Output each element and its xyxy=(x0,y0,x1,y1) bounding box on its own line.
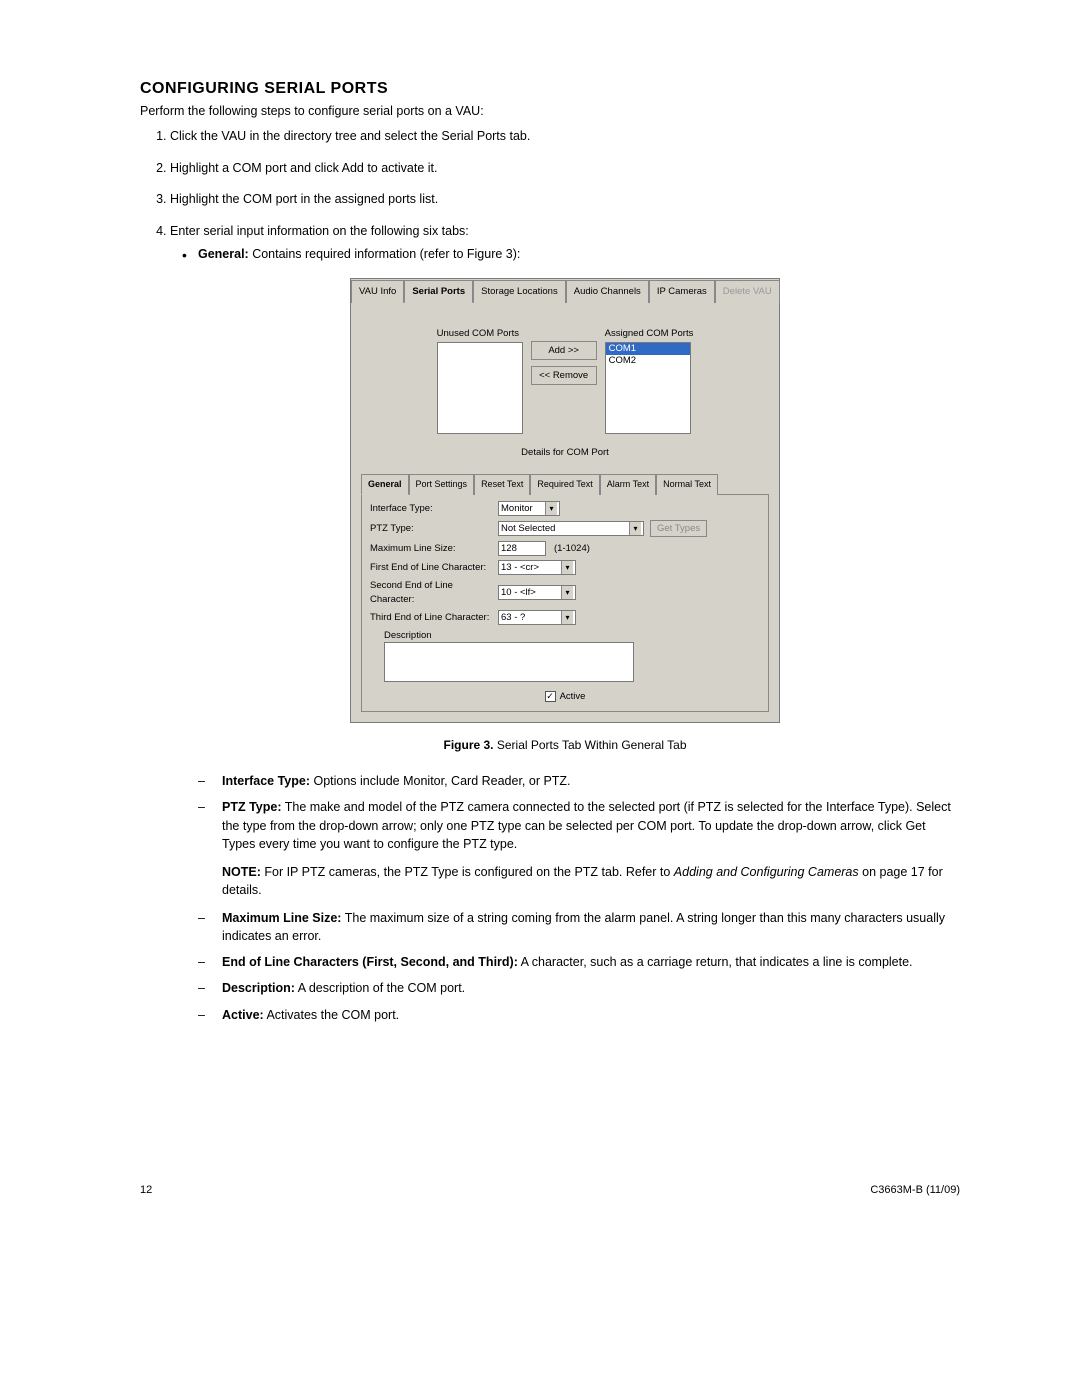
serial-ports-window: VAU Info Serial Ports Storage Locations … xyxy=(350,278,780,724)
step-item: Click the VAU in the directory tree and … xyxy=(170,128,960,146)
def-item: Active: Activates the COM port. xyxy=(222,1006,960,1024)
chevron-down-icon xyxy=(545,502,557,515)
remove-button[interactable]: << Remove xyxy=(531,366,597,385)
def-item: Maximum Line Size: The maximum size of a… xyxy=(222,909,960,945)
def-item: End of Line Characters (First, Second, a… xyxy=(222,953,960,971)
section-heading: CONFIGURING SERIAL PORTS xyxy=(140,80,960,98)
eol3-label: Third End of Line Character: xyxy=(370,611,498,624)
max-line-hint: (1-1024) xyxy=(554,542,590,555)
subtab-required-text[interactable]: Required Text xyxy=(530,474,599,495)
description-textarea[interactable] xyxy=(384,642,634,682)
eol1-label: First End of Line Character: xyxy=(370,561,498,574)
subtab-reset-text[interactable]: Reset Text xyxy=(474,474,530,495)
tab-serial-ports[interactable]: Serial Ports xyxy=(404,280,473,303)
add-button[interactable]: Add >> xyxy=(531,341,597,360)
ptz-type-select[interactable]: Not Selected xyxy=(498,521,644,536)
def-item: PTZ Type: The make and model of the PTZ … xyxy=(222,798,960,899)
bullet-body: Contains required information (refer to … xyxy=(249,247,521,261)
eol1-select[interactable]: 13 - <cr> xyxy=(498,560,576,575)
ptz-type-label: PTZ Type: xyxy=(370,522,498,535)
subtab-normal-text[interactable]: Normal Text xyxy=(656,474,718,495)
chevron-down-icon xyxy=(561,611,573,624)
doc-id: C3663M-B (11/09) xyxy=(870,1184,960,1196)
tab-vau-info[interactable]: VAU Info xyxy=(351,280,404,303)
page-number: 12 xyxy=(140,1184,152,1196)
eol2-label: Second End of Line Character: xyxy=(370,579,498,606)
max-line-input[interactable]: 128 xyxy=(498,541,546,556)
chevron-down-icon xyxy=(629,522,641,535)
step-item: Enter serial input information on the fo… xyxy=(170,223,960,1024)
interface-type-label: Interface Type: xyxy=(370,502,498,515)
assigned-ports-listbox[interactable]: COM1 COM2 xyxy=(605,342,691,434)
form-area: Interface Type: Monitor PTZ Type: Not Se… xyxy=(361,494,769,712)
sub-tabs: General Port Settings Reset Text Require… xyxy=(361,473,769,494)
active-label: Active xyxy=(560,691,586,702)
bullet-term: General: xyxy=(198,247,249,261)
def-item: Description: A description of the COM po… xyxy=(222,979,960,997)
list-item[interactable]: COM2 xyxy=(606,355,690,367)
top-tabs: VAU Info Serial Ports Storage Locations … xyxy=(351,279,779,303)
details-label: Details for COM Port xyxy=(381,446,749,459)
max-line-label: Maximum Line Size: xyxy=(370,542,498,555)
list-item[interactable]: COM1 xyxy=(606,343,690,355)
page-footer: 12 C3663M-B (11/09) xyxy=(140,1184,960,1196)
description-label: Description xyxy=(384,629,760,642)
step-item: Highlight the COM port in the assigned p… xyxy=(170,191,960,209)
unused-ports-listbox[interactable] xyxy=(437,342,523,434)
step-item: Highlight a COM port and click Add to ac… xyxy=(170,160,960,178)
get-types-button: Get Types xyxy=(650,520,707,537)
eol2-select[interactable]: 10 - <lf> xyxy=(498,585,576,600)
note: NOTE: For IP PTZ cameras, the PTZ Type i… xyxy=(222,863,960,899)
eol3-select[interactable]: 63 - ? xyxy=(498,610,576,625)
chevron-down-icon xyxy=(561,561,573,574)
tab-ip-cameras[interactable]: IP Cameras xyxy=(649,280,715,303)
subtab-general[interactable]: General xyxy=(361,474,409,495)
unused-ports-label: Unused COM Ports xyxy=(437,327,523,340)
interface-type-select[interactable]: Monitor xyxy=(498,501,560,516)
general-bullet: General: Contains required information (… xyxy=(198,246,960,264)
chevron-down-icon xyxy=(561,586,573,599)
tab-audio-channels[interactable]: Audio Channels xyxy=(566,280,649,303)
def-item: Interface Type: Options include Monitor,… xyxy=(222,772,960,790)
intro-text: Perform the following steps to configure… xyxy=(140,104,960,118)
steps-list: Click the VAU in the directory tree and … xyxy=(140,128,960,1024)
active-checkbox[interactable]: ✓ xyxy=(545,691,556,702)
tab-storage-locations[interactable]: Storage Locations xyxy=(473,280,566,303)
subtab-port-settings[interactable]: Port Settings xyxy=(409,474,475,495)
assigned-ports-label: Assigned COM Ports xyxy=(605,327,694,340)
step-text: Enter serial input information on the fo… xyxy=(170,224,469,238)
subtab-alarm-text[interactable]: Alarm Text xyxy=(600,474,656,495)
tab-delete-vau: Delete VAU xyxy=(715,280,780,303)
figure-caption: Figure 3. Serial Ports Tab Within Genera… xyxy=(170,737,960,754)
